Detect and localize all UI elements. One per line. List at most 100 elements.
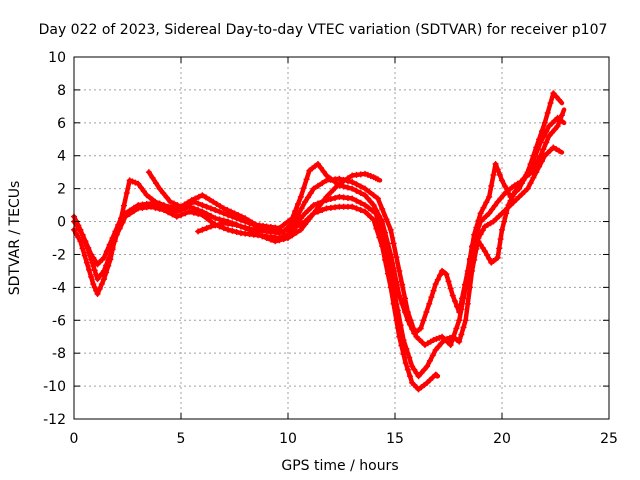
data-point-marker — [167, 198, 174, 205]
data-point-marker — [527, 160, 534, 167]
data-point-marker — [374, 176, 381, 183]
data-point-marker — [403, 345, 410, 352]
data-point-marker — [453, 325, 460, 332]
data-point-marker — [421, 366, 428, 373]
data-point-marker — [390, 265, 397, 272]
series-line — [71, 115, 567, 348]
data-point-marker — [556, 117, 563, 124]
data-point-marker — [106, 241, 113, 248]
data-point-marker — [511, 188, 518, 195]
data-point-marker — [195, 193, 202, 200]
x-tick-label: 15 — [386, 431, 404, 447]
data-point-marker — [203, 203, 210, 210]
data-point-marker — [464, 300, 471, 307]
data-point-marker — [263, 235, 270, 241]
data-point-marker — [456, 317, 463, 324]
data-point-marker — [396, 292, 403, 299]
data-point-marker — [250, 228, 257, 235]
data-point-marker — [340, 183, 347, 190]
data-point-marker — [210, 198, 217, 205]
x-axis-label: GPS time / hours — [281, 458, 398, 474]
data-point-marker — [364, 195, 371, 202]
data-point-marker — [370, 192, 377, 199]
data-point-marker — [430, 287, 437, 294]
data-point-marker — [447, 285, 454, 292]
data-point-marker — [225, 226, 232, 233]
data-point-marker — [323, 193, 330, 200]
data-point-marker — [547, 147, 554, 154]
data-point-marker — [362, 208, 369, 215]
data-point-marker — [501, 182, 508, 189]
data-point-marker — [153, 180, 160, 187]
data-point-marker — [480, 215, 487, 222]
data-point-marker — [220, 205, 227, 212]
data-point-marker — [323, 172, 330, 179]
data-point-marker — [280, 228, 287, 235]
data-point-marker — [367, 214, 374, 221]
data-point-marker — [249, 219, 256, 226]
data-point-marker — [432, 346, 439, 353]
data-point-marker — [490, 171, 497, 178]
data-point-marker — [509, 193, 516, 200]
data-point-marker — [294, 200, 301, 207]
data-point-marker — [79, 231, 86, 238]
data-point-marker — [384, 240, 391, 247]
data-point-marker — [399, 281, 406, 288]
data-point-marker — [93, 287, 100, 294]
data-point-marker — [496, 213, 503, 220]
data-point-marker — [553, 93, 560, 100]
data-point-marker — [353, 197, 360, 204]
data-point-marker — [82, 238, 89, 245]
data-point-marker — [185, 199, 192, 206]
data-point-marker — [203, 210, 210, 217]
data-point-marker — [376, 213, 383, 220]
data-point-marker — [501, 218, 508, 225]
series-3 — [71, 114, 567, 348]
data-point-marker — [349, 195, 356, 202]
data-point-marker — [212, 215, 219, 222]
grid — [74, 57, 609, 419]
data-point-marker — [411, 366, 418, 373]
data-point-marker — [206, 196, 213, 203]
data-point-marker — [207, 213, 214, 220]
data-point-marker — [300, 185, 307, 192]
x-tick-label: 5 — [177, 431, 186, 447]
data-point-marker — [336, 180, 343, 187]
data-point-marker — [514, 184, 521, 191]
data-point-marker — [469, 251, 476, 258]
data-point-marker — [310, 185, 317, 192]
data-point-marker — [546, 123, 553, 130]
data-point-marker — [418, 369, 425, 376]
data-point-marker — [473, 242, 480, 249]
data-point-marker — [540, 146, 547, 153]
y-axis-label: SDTVAR / TECUs — [7, 181, 23, 296]
data-point-marker — [91, 284, 98, 291]
data-point-marker — [505, 202, 512, 209]
y-tick-label: -10 — [43, 379, 66, 395]
data-point-marker — [433, 335, 440, 342]
data-point-marker — [319, 180, 326, 187]
data-point-marker — [349, 185, 356, 192]
data-point-marker — [547, 100, 554, 107]
data-point-marker — [160, 202, 167, 209]
data-point-marker — [481, 248, 488, 255]
data-point-marker — [126, 177, 133, 184]
data-point-marker — [461, 281, 468, 288]
data-point-marker — [365, 204, 372, 211]
data-point-marker — [390, 240, 397, 247]
data-point-marker — [280, 236, 287, 243]
data-point-marker — [76, 227, 83, 234]
data-point-marker — [429, 352, 436, 359]
data-point-marker — [259, 233, 266, 240]
data-point-marker — [314, 182, 321, 189]
data-point-marker — [492, 160, 499, 167]
data-point-marker — [475, 217, 482, 224]
data-point-marker — [302, 221, 309, 228]
data-point-marker — [109, 246, 116, 253]
data-point-marker — [464, 267, 471, 274]
data-point-marker — [423, 309, 430, 316]
data-point-marker — [362, 170, 369, 177]
data-point-marker — [304, 194, 311, 201]
data-point-marker — [379, 218, 386, 225]
